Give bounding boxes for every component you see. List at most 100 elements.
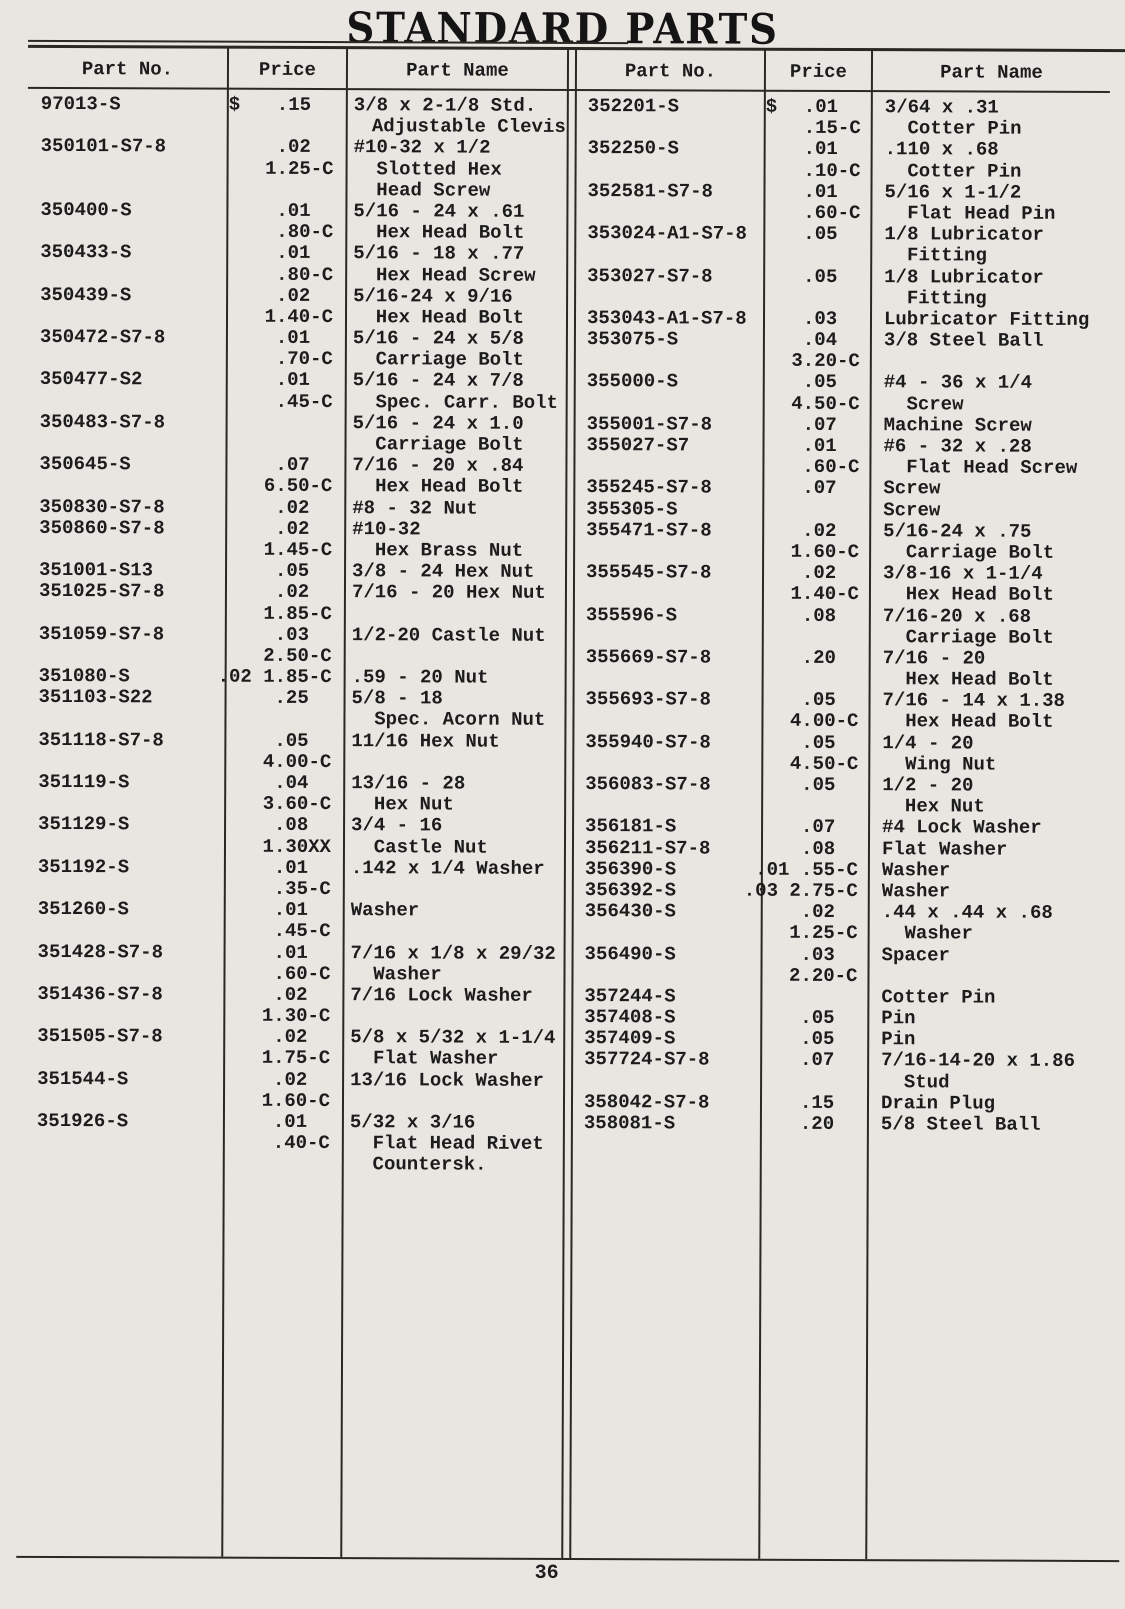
part-number-cell: 356083-S7-8 (572, 774, 761, 796)
part-number-cell: 356430-S (572, 901, 761, 923)
part-name-cell: .142 x 1/4 Washer (343, 858, 563, 880)
part-number-cell (574, 202, 763, 224)
price-value: .01 (273, 1112, 330, 1133)
price-cell: 1.60-C (223, 1090, 342, 1112)
price-value: .45-C (276, 391, 333, 412)
table-row: 352201-S $ .01 3/64 x .31 (575, 96, 1125, 119)
part-name-cell: 5/16 - 18 x .77 (345, 243, 565, 265)
part-name-cell: 7/16 - 20 (869, 648, 1123, 670)
part-number-cell: 355027-S7 (573, 435, 762, 457)
part-name-cell: Carriage Bolt (869, 627, 1123, 649)
price-value: .07 (801, 817, 858, 838)
part-number-cell: 350477-S2 (27, 369, 226, 391)
price-value: .02 (273, 1069, 330, 1090)
table-row: 351926-S .01 5/32 x 3/16 (24, 1111, 562, 1134)
part-name-cell: Washer (342, 964, 562, 986)
table-row: 356430-S .02 .44 x .44 x .68 (572, 901, 1122, 924)
price-cell: .01 (226, 370, 345, 392)
price-value: 1.75-C (262, 1048, 331, 1069)
part-name-cell: Fitting (870, 245, 1124, 267)
currency-symbol (223, 1112, 225, 1133)
currency-symbol (764, 160, 766, 181)
part-name-cell: 5/16 - 24 x 5/8 (345, 328, 565, 350)
table-row: 357724-S7-8 .07 7/16-14-20 x 1.86 (571, 1049, 1121, 1072)
table-row: 352250-S .01 .110 x .68 (575, 138, 1125, 161)
price-cell: .01 (762, 436, 869, 458)
price-value: .15-C (804, 118, 861, 139)
price-cell: .05 (762, 690, 869, 712)
table-row: 1.40-C Hex Head Bolt (573, 583, 1123, 606)
currency-symbol (760, 987, 762, 1008)
currency-symbol (761, 944, 763, 965)
currency-symbol (223, 1006, 225, 1027)
currency-symbol (224, 709, 226, 730)
price-cell (762, 499, 869, 521)
part-name-cell: #6 - 32 x .28 (869, 436, 1123, 458)
price-value: .08 (801, 838, 858, 859)
currency-symbol (226, 222, 228, 243)
part-number-cell (573, 541, 762, 563)
table-row: 353027-S7-8 .05 1/8 Lubricator (574, 265, 1124, 288)
part-name-cell (344, 604, 564, 626)
price-cell: .01 (764, 139, 871, 161)
currency-symbol (225, 688, 227, 709)
price-cell: 4.50-C (761, 754, 868, 776)
part-number-cell (572, 710, 761, 732)
table-row: 350433-S .01 5/16 - 18 x .77 (27, 242, 565, 265)
price-value: .60-C (273, 964, 330, 985)
table-row: 351544-S .02 13/16 Lock Washer (24, 1068, 562, 1091)
price-value: .07 (275, 455, 332, 476)
currency-symbol (761, 902, 763, 923)
part-name-cell: Drain Plug (867, 1093, 1121, 1115)
currency-symbol (763, 266, 765, 287)
table-row: .40-C Flat Head Rivet (24, 1132, 562, 1155)
part-name-cell (343, 879, 563, 901)
table-row: 355596-S .08 7/16-20 x .68 (573, 604, 1123, 627)
price-cell: 1.25-C (227, 158, 346, 180)
price-value: .35-C (274, 879, 331, 900)
table-row: 355940-S7-8 .05 1/4 - 20 (572, 732, 1122, 755)
price-value: 1.25-C (789, 923, 858, 944)
column-header-part-no: Part No. (577, 59, 764, 84)
price-cell: .05 (763, 266, 870, 288)
price-value: .05 (803, 372, 860, 393)
price-cell: 3.60-C (224, 794, 343, 816)
price-cell: 2.20-C (760, 965, 867, 987)
currency-symbol (762, 436, 764, 457)
currency-symbol (226, 349, 228, 370)
price-cell (760, 987, 867, 1009)
part-number-cell (24, 1047, 223, 1069)
table-row: 97013-S $ .15 3/8 x 2-1/8 Std. (28, 94, 566, 117)
part-number-cell: 355940-S7-8 (572, 732, 761, 754)
price-value: .01 (276, 243, 333, 264)
currency-symbol (761, 838, 763, 859)
part-name-cell: 1/4 - 20 (868, 733, 1122, 755)
price-cell: .05 (761, 775, 868, 797)
price-cell: .45-C (226, 391, 345, 413)
price-cell: $ .15 (227, 95, 346, 117)
currency-symbol (761, 754, 763, 775)
price-cell: .01 (226, 201, 345, 223)
price-cell: 1.85-C (225, 603, 344, 625)
part-name-cell: Carriage Bolt (344, 434, 564, 456)
part-name-cell: 7/16 - 20 x .84 (344, 455, 564, 477)
price-cell: .25 (225, 688, 344, 710)
currency-symbol (225, 582, 227, 603)
part-number-cell (27, 263, 226, 285)
table-row: 351129-S .08 3/4 - 16 (25, 814, 563, 837)
column-header-part-no: Part No. (28, 57, 227, 82)
currency-symbol (763, 351, 765, 372)
price-cell (763, 245, 870, 267)
part-number-cell: 357409-S (571, 1028, 760, 1050)
price-cell (761, 796, 868, 818)
table-row: 353075-S .04 3/8 Steel Ball (574, 329, 1124, 352)
part-name-cell: Spec. Acorn Nut (343, 710, 563, 732)
part-number-cell: 97013-S (28, 94, 227, 116)
price-cell: .80-C (226, 222, 345, 244)
price-value: 3.20-C (791, 351, 860, 372)
price-value: .01 (276, 328, 333, 349)
currency-symbol (223, 1048, 225, 1069)
part-number-cell: 350433-S (27, 242, 226, 264)
price-cell: .01 (763, 181, 870, 203)
part-name-cell: 5/16 - 24 x 7/8 (345, 371, 565, 393)
